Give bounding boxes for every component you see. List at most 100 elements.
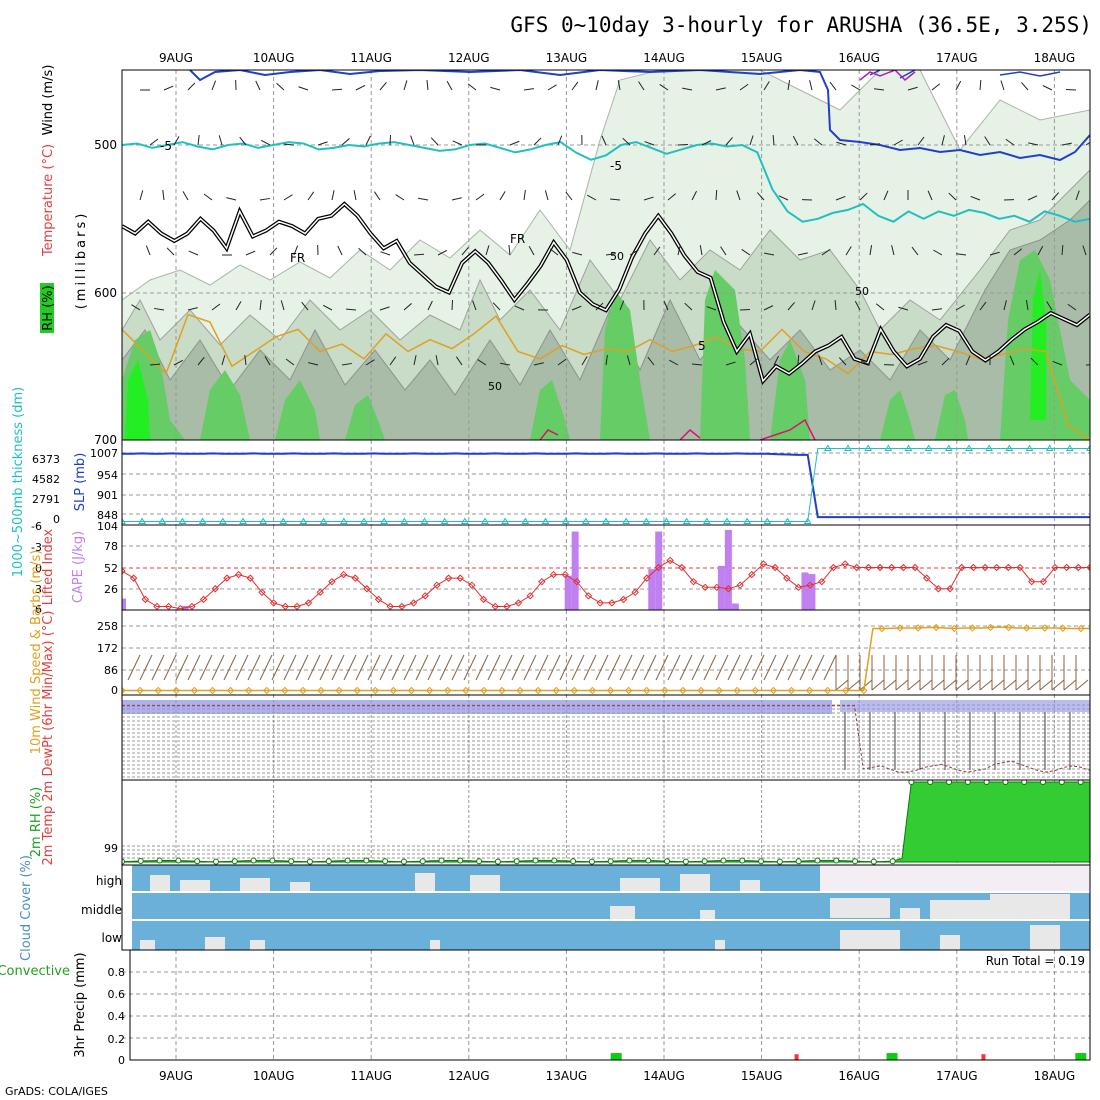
cape-bar bbox=[648, 569, 656, 610]
date-label-top: 18AUG bbox=[1034, 51, 1076, 65]
li-marker bbox=[468, 581, 476, 589]
li-marker bbox=[339, 570, 348, 579]
rh-marker bbox=[1040, 780, 1047, 785]
wind-marker bbox=[154, 686, 162, 695]
wind-barb bbox=[557, 135, 563, 146]
thickness-marker bbox=[501, 517, 510, 524]
wind-barb bbox=[1021, 82, 1029, 91]
wind-barb bbox=[245, 250, 256, 256]
rh-labels: 99 2m RH (%) bbox=[29, 787, 118, 858]
contour-label-minus5-a: -5 bbox=[160, 139, 172, 153]
thickness-marker bbox=[823, 444, 832, 452]
cloud-gap bbox=[240, 878, 270, 892]
rh-marker bbox=[250, 857, 257, 864]
rh-marker bbox=[513, 858, 520, 865]
wind-barb bbox=[1046, 301, 1053, 311]
surface-barb bbox=[307, 654, 321, 681]
rh-marker bbox=[682, 858, 689, 865]
surface-barb-flag bbox=[1075, 679, 1089, 691]
cloud-gap bbox=[620, 878, 660, 892]
wind-marker bbox=[371, 686, 380, 695]
li-tick-m6: -6 bbox=[31, 520, 42, 533]
li-marker bbox=[503, 602, 511, 610]
wind-barb bbox=[446, 81, 453, 91]
surface-barb bbox=[559, 654, 573, 681]
li-marker bbox=[491, 602, 499, 610]
wind-barb bbox=[533, 362, 544, 366]
date-label-top: 13AUG bbox=[546, 51, 588, 65]
thickness-marker bbox=[662, 517, 671, 524]
wind-barb bbox=[869, 143, 880, 146]
surface-barb bbox=[715, 654, 729, 681]
wind-barb bbox=[875, 303, 885, 311]
wind-barb bbox=[1028, 142, 1039, 146]
wind-barb bbox=[565, 191, 573, 201]
precip-labels: Run Total = 0.19 0.8 0.6 0.4 0.2 0 3hr P… bbox=[0, 952, 1085, 1067]
surface-barb bbox=[751, 654, 765, 681]
cape-bar bbox=[808, 574, 816, 610]
surface-wind-barbs bbox=[127, 654, 1089, 691]
surface-barb bbox=[391, 654, 405, 681]
thickness-marker bbox=[904, 444, 913, 452]
wind-marker bbox=[552, 686, 560, 695]
cape-bar bbox=[731, 603, 739, 610]
wind-barb bbox=[772, 134, 775, 146]
thickness-marker bbox=[158, 517, 167, 524]
wind-barb bbox=[677, 245, 681, 256]
li-marker bbox=[293, 602, 301, 610]
contour-label-50-c: 50 bbox=[855, 285, 869, 298]
surface-barb bbox=[475, 654, 489, 681]
wind-barb bbox=[1042, 85, 1053, 91]
cape-bar bbox=[571, 531, 579, 610]
wind-marker bbox=[226, 686, 235, 695]
cloud-panel bbox=[132, 865, 1090, 950]
wind-marker bbox=[769, 686, 778, 695]
surface-barb bbox=[127, 654, 141, 681]
thickness-marker bbox=[279, 517, 288, 524]
rh-marker bbox=[889, 858, 896, 865]
thickness-marker bbox=[924, 444, 933, 452]
wind-barb bbox=[813, 138, 823, 146]
surface-barb bbox=[703, 654, 717, 681]
li-marker bbox=[748, 570, 756, 579]
cape-tick-78: 78 bbox=[104, 540, 118, 553]
precip-ylabel: 3hr Precip (mm) bbox=[73, 952, 88, 1057]
thickness-marker bbox=[521, 517, 530, 524]
contour-label-50-a: 50 bbox=[488, 380, 502, 393]
thickness-marker bbox=[122, 517, 126, 524]
li-marker bbox=[608, 599, 616, 607]
surface-barb bbox=[631, 654, 645, 681]
surface-barb bbox=[607, 654, 621, 681]
li-marker bbox=[818, 577, 826, 586]
surface-barb bbox=[295, 654, 309, 681]
thickness-marker bbox=[581, 517, 590, 524]
wind-barb bbox=[1009, 355, 1015, 366]
rh-marker bbox=[175, 857, 182, 864]
thickness-marker bbox=[622, 517, 631, 524]
wind-barb bbox=[979, 79, 982, 91]
precip-bar bbox=[610, 1053, 622, 1060]
wind-marker bbox=[443, 686, 452, 695]
precip-tick-0: 0 bbox=[118, 1054, 125, 1067]
surface-barb-flag bbox=[847, 679, 861, 691]
wind-barb bbox=[854, 300, 861, 311]
li-marker bbox=[946, 585, 954, 593]
surface-barb-flag bbox=[907, 679, 921, 691]
wind-barb bbox=[787, 80, 791, 91]
wind-barb bbox=[984, 136, 991, 146]
wind-barb bbox=[145, 245, 151, 256]
wind-marker bbox=[787, 686, 796, 695]
wind-barb bbox=[162, 190, 165, 201]
surface-barb-flag bbox=[955, 679, 969, 691]
thickness-marker bbox=[1005, 444, 1014, 452]
wind-barb bbox=[931, 83, 941, 91]
wind-barb bbox=[720, 246, 727, 256]
surface-barb bbox=[595, 654, 609, 681]
cape-tick-104: 104 bbox=[97, 520, 118, 533]
surface-barb bbox=[235, 654, 249, 681]
rh-marker bbox=[588, 858, 595, 865]
thickness-marker bbox=[380, 517, 389, 524]
wind-barb bbox=[933, 249, 943, 256]
li-marker bbox=[783, 574, 791, 582]
li-tick-3: 3 bbox=[35, 583, 42, 596]
